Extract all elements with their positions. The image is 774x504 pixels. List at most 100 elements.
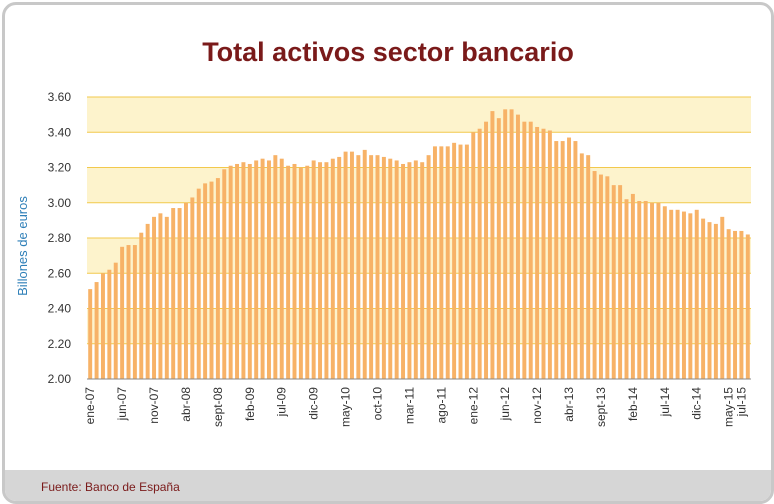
- bar: [324, 162, 329, 379]
- x-tick-label: ago-11: [434, 387, 448, 424]
- x-tick-label: oct-10: [371, 387, 385, 421]
- x-tick-label: jul-09: [275, 387, 289, 418]
- bar: [477, 128, 482, 379]
- bar: [592, 171, 597, 379]
- bar: [694, 209, 699, 379]
- bar: [407, 162, 412, 379]
- bar: [464, 144, 469, 379]
- bar: [733, 230, 738, 379]
- y-tick-labels: 2.00 2.20 2.40 2.60 2.80 3.00 3.20 3.40 3.60: [48, 90, 72, 386]
- bar: [745, 234, 750, 379]
- bar: [152, 216, 157, 379]
- bar: [484, 121, 489, 380]
- bar: [528, 121, 533, 380]
- bar: [535, 126, 540, 380]
- bar: [662, 206, 667, 379]
- bar: [541, 128, 546, 379]
- bar: [94, 282, 99, 379]
- bar: [266, 160, 271, 379]
- y-tick-label: 3.00: [48, 196, 72, 210]
- bar: [643, 200, 648, 379]
- bar: [100, 273, 105, 379]
- bar: [426, 155, 431, 379]
- y-tick-label: 2.80: [48, 231, 72, 245]
- bar: [515, 114, 520, 379]
- bar: [318, 162, 323, 379]
- x-tick-label: jul-14: [658, 387, 672, 418]
- bar: [522, 121, 527, 380]
- footer: Fuente: Banco de España: [5, 470, 771, 501]
- bar: [675, 209, 680, 379]
- bar: [279, 158, 284, 379]
- x-tick-label: nov-12: [530, 387, 544, 424]
- bar: [439, 146, 444, 379]
- bar: [349, 151, 354, 379]
- x-tick-label: ene-12: [466, 387, 480, 425]
- bar: [209, 181, 214, 379]
- x-tick-label: may-10: [339, 387, 353, 427]
- bar: [120, 246, 125, 379]
- bar: [420, 162, 425, 379]
- source-note: Fuente: Banco de España: [41, 480, 180, 494]
- bar: [413, 160, 418, 379]
- bar: [432, 146, 437, 379]
- bar: [88, 289, 93, 379]
- bar: [401, 163, 406, 379]
- bar: [567, 137, 572, 379]
- bar: [720, 216, 725, 379]
- bar: [624, 199, 629, 379]
- bar: [241, 162, 246, 379]
- bar: [458, 144, 463, 379]
- bar: [573, 141, 578, 379]
- bar: [190, 197, 195, 379]
- x-tick-label: nov-07: [147, 387, 161, 424]
- x-tick-label: dic-14: [690, 387, 704, 420]
- bar: [177, 208, 182, 379]
- bar: [509, 109, 514, 380]
- bar: [113, 262, 118, 379]
- band: [87, 167, 751, 203]
- bar: [298, 167, 303, 379]
- bar: [330, 158, 335, 379]
- bar: [305, 165, 310, 379]
- y-tick-label: 2.00: [48, 372, 72, 386]
- bar: [560, 141, 565, 379]
- x-tick-label: jun-07: [115, 387, 129, 422]
- y-tick-label: 3.60: [48, 90, 72, 104]
- x-tick-label: sept-08: [211, 387, 225, 427]
- bar: [503, 109, 508, 380]
- bar: [235, 163, 240, 379]
- bar: [139, 232, 144, 379]
- bar: [273, 155, 278, 379]
- bar: [183, 202, 188, 379]
- x-tick-label: ene-07: [83, 387, 97, 425]
- x-tick-label: may-15: [722, 387, 736, 427]
- bar: [132, 245, 137, 379]
- bar: [145, 223, 150, 379]
- bar: [701, 218, 706, 379]
- x-tick-label: sept-13: [594, 387, 608, 427]
- y-tick-label: 2.40: [48, 302, 72, 316]
- y-axis-label: Billones de euros: [15, 196, 30, 296]
- bar: [164, 216, 169, 379]
- bar: [707, 222, 712, 379]
- bar: [254, 160, 259, 379]
- x-tick-label: feb-14: [626, 387, 640, 421]
- bar: [688, 213, 693, 379]
- x-tick-label: dic-09: [307, 387, 321, 420]
- x-tick-label: jul-15: [734, 387, 748, 418]
- bar: [343, 151, 348, 379]
- bars: [88, 109, 750, 380]
- bar: [247, 163, 252, 379]
- bar: [196, 188, 201, 379]
- bar: [547, 130, 552, 379]
- bar: [598, 174, 603, 379]
- bar: [311, 160, 316, 379]
- bar: [260, 158, 265, 379]
- bar: [739, 230, 744, 379]
- bar: [394, 160, 399, 379]
- bar: [579, 153, 584, 379]
- x-tick-label: feb-09: [243, 387, 257, 421]
- x-tick-label: abr-13: [562, 387, 576, 422]
